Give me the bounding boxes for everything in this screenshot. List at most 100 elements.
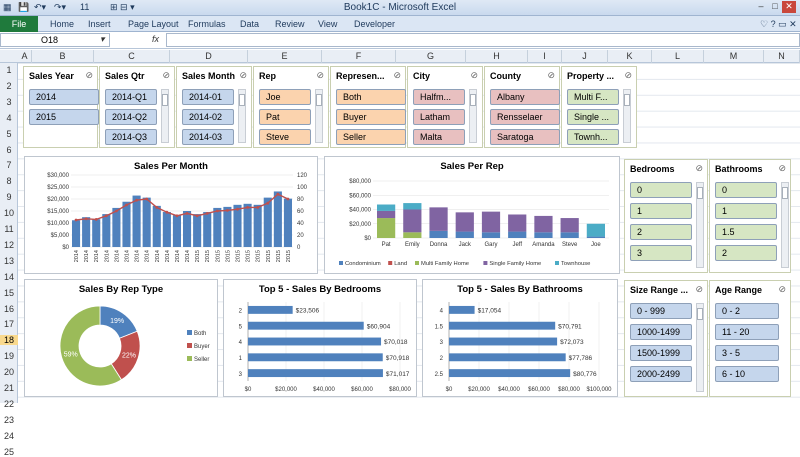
slicer-item[interactable]: 11 - 20: [715, 324, 779, 340]
column-header[interactable]: D: [170, 50, 248, 63]
row-header[interactable]: 15: [3, 287, 14, 298]
minimize-icon[interactable]: –: [758, 1, 764, 11]
slicer-rep[interactable]: Rep ⊘ Joe Pat Steve: [253, 66, 329, 148]
slicer-item[interactable]: 3: [630, 245, 692, 261]
scroll-thumb[interactable]: [624, 94, 630, 106]
row-header[interactable]: 25: [3, 446, 14, 457]
slicer-scrollbar[interactable]: [623, 89, 631, 143]
slicer-scrollbar[interactable]: [469, 89, 477, 143]
tab-insert[interactable]: Insert: [88, 19, 111, 29]
slicer-item[interactable]: 2014-03: [182, 129, 234, 145]
scroll-thumb[interactable]: [697, 308, 703, 320]
slicer-item[interactable]: Albany: [490, 89, 560, 105]
slicer-item[interactable]: Townh...: [567, 129, 619, 145]
slicer-item[interactable]: Buyer: [336, 109, 406, 125]
row-header[interactable]: 5: [6, 128, 12, 139]
row-header[interactable]: 4: [6, 112, 12, 123]
slicer-item[interactable]: Steve: [259, 129, 311, 145]
slicer-item[interactable]: Seller: [336, 129, 406, 145]
clear-filter-icon[interactable]: ⊘: [85, 70, 93, 80]
slicer-item[interactable]: Saratoga: [490, 129, 560, 145]
chart-sales-per-month[interactable]: Sales Per Month $0 $5,000 $10,000 $15,000 $2…: [24, 156, 318, 274]
formula-input[interactable]: [166, 33, 800, 47]
tab-review[interactable]: Review: [275, 19, 305, 29]
slicer-item[interactable]: Multi F...: [567, 89, 619, 105]
quick-access-icon[interactable]: ⊞ ⊟ ▾: [110, 2, 135, 12]
slicer-item[interactable]: 2: [630, 224, 692, 240]
slicer-item[interactable]: 2014: [29, 89, 99, 105]
tab-file[interactable]: File: [0, 16, 38, 32]
chart-top5-bedrooms[interactable]: Top 5 - Sales By Bedrooms $0 $20,000 $40,0…: [223, 279, 417, 397]
function-icon[interactable]: fx: [152, 34, 160, 44]
slicer-item[interactable]: 0 - 2: [715, 303, 779, 319]
slicer-scrollbar[interactable]: [161, 89, 169, 143]
clear-filter-icon[interactable]: ⊘: [695, 284, 703, 294]
column-header[interactable]: E: [248, 50, 322, 63]
slicer-item[interactable]: Latham: [413, 109, 465, 125]
row-header[interactable]: 10: [3, 208, 14, 219]
scroll-thumb[interactable]: [239, 94, 245, 106]
slicer-sales-month[interactable]: Sales Month ⊘ 2014-01 2014-02 2014-03: [176, 66, 252, 148]
clear-filter-icon[interactable]: ⊘: [624, 70, 632, 80]
close-icon[interactable]: ✕: [782, 1, 796, 13]
slicer-item[interactable]: 2014-01: [182, 89, 234, 105]
slicer-item[interactable]: Joe: [259, 89, 311, 105]
row-header[interactable]: 9: [6, 192, 12, 203]
clear-filter-icon[interactable]: ⊘: [778, 163, 786, 173]
clear-filter-icon[interactable]: ⊘: [778, 284, 786, 294]
slicer-scrollbar[interactable]: [315, 89, 323, 143]
slicer-item[interactable]: Rensselaer: [490, 109, 560, 125]
slicer-item[interactable]: 2000-2499: [630, 366, 692, 382]
slicer-property-[interactable]: Property ... ⊘ Multi F... Single ... Townh..…: [561, 66, 637, 148]
clear-filter-icon[interactable]: ⊘: [393, 70, 401, 80]
slicer-item[interactable]: 0: [715, 182, 777, 198]
row-header[interactable]: 16: [3, 303, 14, 314]
row-header[interactable]: 2: [6, 80, 12, 91]
slicer-item[interactable]: Single ...: [567, 109, 619, 125]
slicer-item[interactable]: 2015: [29, 109, 99, 125]
scroll-thumb[interactable]: [162, 94, 168, 106]
column-header[interactable]: M: [704, 50, 764, 63]
chart-top5-bathrooms[interactable]: Top 5 - Sales By Bathrooms $0 $20,000 $40,…: [422, 279, 618, 397]
column-header[interactable]: J: [562, 50, 608, 63]
slicer-size-range-[interactable]: Size Range ... ⊘ 0 - 999 1000-1499 1500-1999…: [624, 280, 708, 397]
slicer-item[interactable]: Halfm...: [413, 89, 465, 105]
row-header[interactable]: 20: [3, 367, 14, 378]
column-header[interactable]: L: [652, 50, 704, 63]
save-icon[interactable]: 💾: [18, 2, 30, 12]
scroll-thumb[interactable]: [782, 187, 788, 199]
slicer-item[interactable]: 2014-Q2: [105, 109, 157, 125]
tab-home[interactable]: Home: [50, 19, 75, 29]
chevron-down-icon[interactable]: ▾: [100, 34, 105, 44]
column-header[interactable]: C: [94, 50, 170, 63]
row-header[interactable]: 21: [3, 383, 14, 393]
clear-filter-icon[interactable]: ⊘: [239, 70, 247, 80]
slicer-scrollbar[interactable]: [696, 303, 704, 392]
row-header[interactable]: 11: [4, 224, 14, 234]
slicer-item[interactable]: 2014-Q1: [105, 89, 157, 105]
slicer-county[interactable]: County ⊘ Albany Rensselaer Saratoga: [484, 66, 560, 148]
row-header[interactable]: 6: [6, 144, 12, 155]
slicer-item[interactable]: Pat: [259, 109, 311, 125]
tab-view[interactable]: View: [318, 19, 338, 29]
slicer-item[interactable]: 1: [715, 203, 777, 219]
clear-filter-icon[interactable]: ⊘: [316, 70, 324, 80]
column-header[interactable]: F: [322, 50, 396, 63]
row-header[interactable]: 22: [3, 398, 14, 409]
slicer-sales-qtr[interactable]: Sales Qtr ⊘ 2014-Q1 2014-Q2 2014-Q3: [99, 66, 175, 148]
row-header[interactable]: 13: [3, 255, 14, 266]
slicer-item[interactable]: 3 - 5: [715, 345, 779, 361]
column-header[interactable]: B: [32, 50, 94, 63]
tab-page-layout[interactable]: Page Layout: [128, 19, 179, 29]
column-header[interactable]: G: [396, 50, 466, 63]
slicer-item[interactable]: Malta: [413, 129, 465, 145]
row-header[interactable]: 17: [3, 319, 14, 330]
row-header[interactable]: 14: [3, 271, 14, 282]
slicer-item[interactable]: 1.5: [715, 224, 777, 240]
column-header[interactable]: N: [764, 50, 800, 63]
slicer-bathrooms[interactable]: Bathrooms ⊘ 0 1 1.5 2: [709, 159, 791, 273]
row-header[interactable]: 3: [6, 96, 12, 107]
name-box[interactable]: O18: [0, 33, 110, 47]
slicer-scrollbar[interactable]: [696, 182, 704, 268]
row-header[interactable]: 7: [6, 160, 12, 171]
